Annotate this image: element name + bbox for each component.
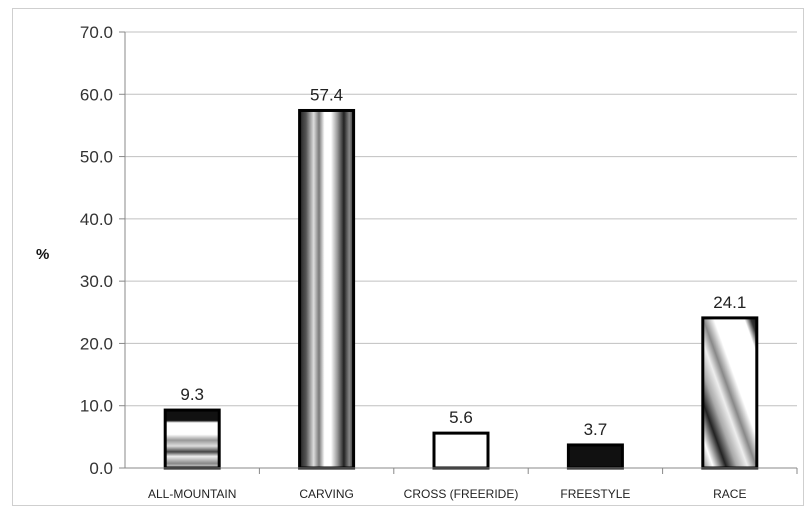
y-tick-label: 0.0 [89,459,113,478]
bars [163,108,759,470]
bar [566,443,624,470]
category-label: RACE [713,487,746,501]
category-labels: ALL-MOUNTAIN CARVING CROSS (FREERIDE) FREES… [148,487,746,501]
data-labels: 9.3 57.4 5.6 3.7 24.1 [180,85,746,438]
gridlines [125,31,797,407]
bar [298,108,356,470]
data-label: 57.4 [310,85,343,104]
y-tick-label: 70.0 [80,23,113,42]
bar [701,316,759,470]
category-label: ALL-MOUNTAIN [148,487,236,501]
y-axis-ticks: 0.0 10.0 20.0 30.0 40.0 50.0 60.0 70.0 [80,23,113,478]
category-label: CROSS (FREERIDE) [404,487,519,501]
data-label: 24.1 [713,293,746,312]
category-label: FREESTYLE [560,487,630,501]
data-label: 9.3 [180,385,204,404]
data-label: 5.6 [449,408,473,427]
y-tick-label: 30.0 [80,272,113,291]
chart-frame [12,8,804,506]
y-tick-label: 50.0 [80,148,113,167]
data-label: 3.7 [584,420,608,439]
y-tick-label: 40.0 [80,210,113,229]
category-label: CARVING [299,487,353,501]
y-tick-label: 10.0 [80,397,113,416]
y-tick-label: 20.0 [80,334,113,353]
bar [432,431,490,470]
y-axis-label: % [36,246,49,263]
y-tick-label: 60.0 [80,85,113,104]
bar [163,408,221,470]
axes [119,31,798,474]
